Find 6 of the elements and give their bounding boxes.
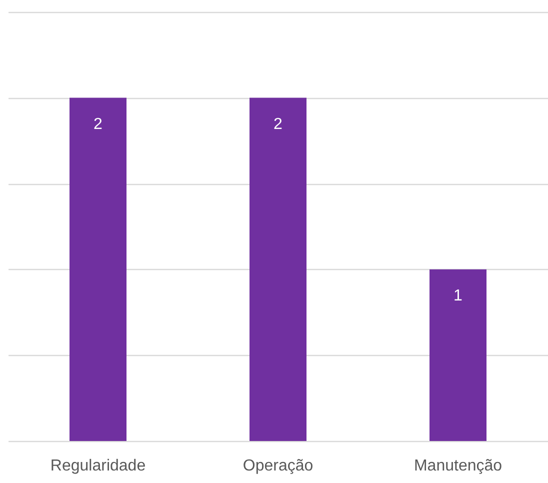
data-label: 2: [94, 116, 103, 133]
x-tick-label: Regularidade: [50, 458, 146, 474]
data-label: 2: [274, 116, 283, 133]
x-tick-label: Operação: [242, 458, 314, 474]
x-tick-label: Manutenção: [414, 458, 502, 474]
data-label: 1: [454, 287, 463, 304]
